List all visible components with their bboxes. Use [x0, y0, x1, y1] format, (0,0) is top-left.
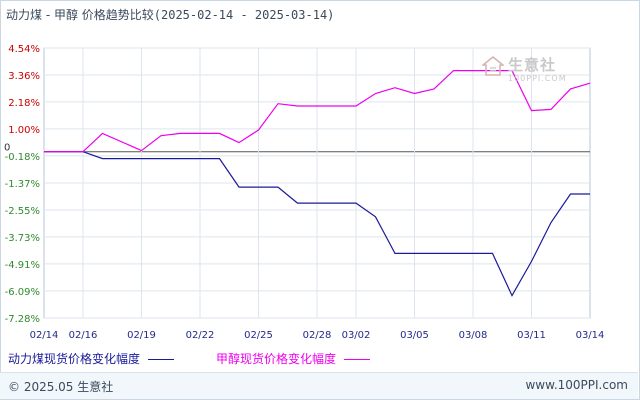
y-tick-label: -4.91% — [5, 260, 40, 271]
watermark-cn: 生意社 — [508, 56, 557, 74]
y-tick-label: 2.18% — [8, 98, 40, 109]
y-tick-label: 0 — [4, 143, 10, 154]
y-tick-label: -1.37% — [5, 179, 40, 190]
series-line-a — [44, 151, 590, 297]
x-tick-label: 02/16 — [69, 330, 98, 341]
y-tick-label: -7.28% — [5, 314, 40, 325]
legend-item-series-a: 动力煤现货价格变化幅度 — [8, 350, 175, 367]
x-tick-label: 02/22 — [186, 330, 215, 341]
watermark-logo-icon — [482, 56, 504, 76]
x-tick-label: 02/25 — [244, 330, 273, 341]
legend-swatch-series-a — [148, 359, 175, 360]
footer-copyright: © 2025.05 生意社 — [8, 380, 114, 394]
x-tick-label: 03/05 — [400, 330, 429, 341]
series-line-b — [44, 69, 591, 153]
line-chart: 4.54% 3.36% 2.18% 1.00% 0-0.18% -1.37% -2.55% -… — [4, 44, 605, 341]
y-tick-label: -6.09% — [5, 287, 40, 298]
y-tick-label: 1.00% — [8, 125, 40, 136]
legend-swatch-series-b — [344, 359, 371, 360]
x-tick-label: 03/08 — [459, 330, 488, 341]
y-tick-label: -2.55% — [5, 206, 40, 217]
legend-label-series-b: 甲醇现货价格变化幅度 — [216, 352, 337, 366]
y-tick-label: -3.73% — [5, 233, 40, 244]
footer-bar: © 2025.05 生意社 www.100PPI.com — [0, 372, 638, 399]
chart-title: 动力煤 - 甲醇 价格趋势比较(2025-02-14 - 2025-03-14) — [6, 6, 334, 23]
legend-item-series-b: 甲醇现货价格变化幅度 — [216, 350, 371, 367]
y-tick-label: -0.18% — [5, 152, 40, 163]
watermark-en: 100PPI.COM — [508, 74, 567, 83]
legend-label-series-a: 动力煤现货价格变化幅度 — [8, 352, 141, 366]
x-tick-label: 02/28 — [303, 330, 332, 341]
x-tick-label: 02/14 — [30, 330, 59, 341]
y-tick-label: 4.54% — [8, 44, 40, 55]
y-tick-label: 3.36% — [8, 71, 40, 82]
footer-site-link[interactable]: www.100PPI.com — [525, 378, 628, 392]
x-tick-label: 03/11 — [517, 330, 546, 341]
x-tick-label: 02/19 — [127, 330, 156, 341]
x-tick-label: 03/14 — [576, 330, 605, 341]
chart-title-range: (2025-02-14 - 2025-03-14) — [153, 8, 335, 22]
x-tick-label: 03/02 — [342, 330, 371, 341]
chart-title-text: 动力煤 - 甲醇 价格趋势比较 — [6, 8, 154, 22]
